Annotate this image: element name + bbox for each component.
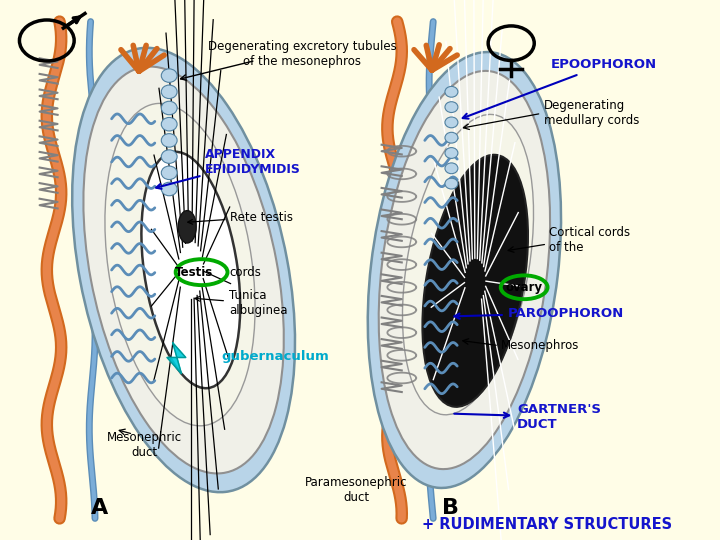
- Text: A: A: [91, 497, 108, 518]
- Text: Testis: Testis: [175, 266, 214, 279]
- Text: Rete testis: Rete testis: [188, 211, 294, 224]
- Ellipse shape: [445, 178, 458, 189]
- Ellipse shape: [161, 133, 177, 147]
- Ellipse shape: [161, 102, 177, 115]
- Ellipse shape: [72, 48, 295, 492]
- Ellipse shape: [402, 114, 534, 415]
- Ellipse shape: [105, 103, 255, 426]
- Ellipse shape: [161, 183, 177, 195]
- Ellipse shape: [161, 69, 177, 82]
- Text: Tunica
albuginea: Tunica albuginea: [195, 289, 287, 318]
- Ellipse shape: [423, 155, 528, 407]
- Ellipse shape: [445, 117, 458, 128]
- Text: Mesonephros: Mesonephros: [500, 339, 579, 352]
- Ellipse shape: [445, 132, 458, 143]
- Ellipse shape: [84, 66, 284, 474]
- Ellipse shape: [445, 102, 458, 112]
- Ellipse shape: [161, 117, 177, 131]
- Ellipse shape: [161, 166, 177, 179]
- Text: B: B: [441, 497, 459, 518]
- Polygon shape: [167, 343, 186, 374]
- Text: Mesonephric
duct: Mesonephric duct: [107, 431, 181, 460]
- Text: cords: cords: [229, 266, 261, 279]
- Text: + RUDIMENTARY STRUCTURES: + RUDIMENTARY STRUCTURES: [422, 517, 672, 532]
- Ellipse shape: [445, 163, 458, 174]
- Ellipse shape: [445, 147, 458, 158]
- Ellipse shape: [161, 150, 177, 163]
- Text: Degenerating excretory tubules
of the mesonephros: Degenerating excretory tubules of the me…: [208, 40, 397, 68]
- Ellipse shape: [368, 52, 561, 488]
- Text: PAROOPHORON: PAROOPHORON: [454, 307, 624, 320]
- Ellipse shape: [141, 152, 240, 388]
- Ellipse shape: [179, 211, 196, 243]
- Text: APPENDIX
EPIDIDYMIDIS: APPENDIX EPIDIDYMIDIS: [156, 148, 301, 189]
- Ellipse shape: [379, 71, 550, 469]
- Text: ovary: ovary: [505, 281, 543, 294]
- Text: Degenerating
medullary cords: Degenerating medullary cords: [544, 99, 639, 127]
- Ellipse shape: [445, 86, 458, 97]
- Text: Paramesonephric
duct: Paramesonephric duct: [305, 476, 408, 504]
- Text: EPOOPHORON: EPOOPHORON: [463, 58, 657, 119]
- Ellipse shape: [161, 85, 177, 98]
- Text: Cortical cords
of the: Cortical cords of the: [549, 226, 630, 254]
- Text: gubernaculum: gubernaculum: [222, 350, 330, 363]
- Text: GARTNER'S
DUCT: GARTNER'S DUCT: [454, 403, 601, 431]
